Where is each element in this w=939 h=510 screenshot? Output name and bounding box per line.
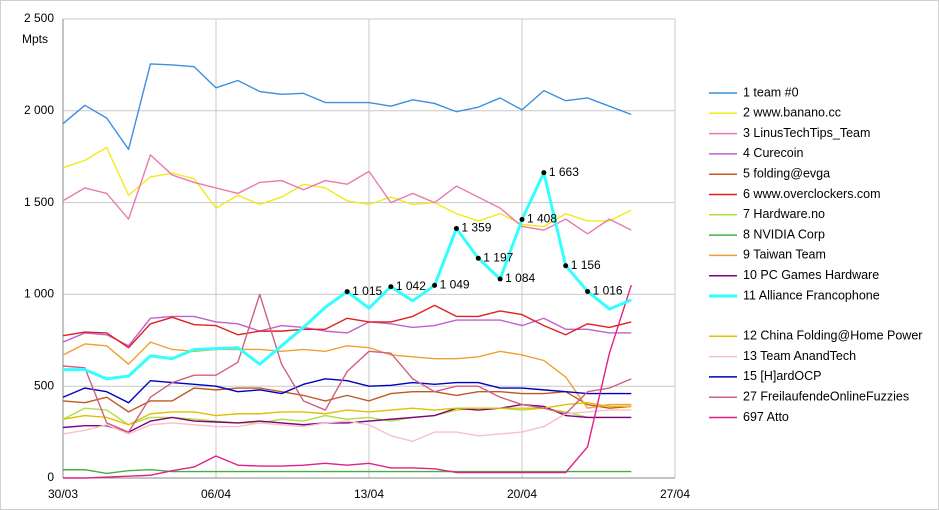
data-point [563,263,569,269]
y-tick-label: 0 [47,470,54,484]
x-tick-label: 30/03 [48,487,78,501]
legend-label: 2 www.banano.cc [743,106,841,120]
data-label: 1 049 [440,278,470,292]
data-label: 1 084 [505,271,535,285]
data-point [453,225,459,231]
series-line [62,402,632,426]
y-tick-label: 2 500 [24,11,54,25]
data-label: 1 016 [593,284,623,298]
data-point [475,255,481,261]
y-tick-label: 500 [34,378,54,392]
legend-label: 13 Team AnandTech [743,349,856,363]
data-point [388,284,394,290]
series-line [62,63,632,151]
series-line [62,403,632,433]
legend-label: 15 [H]ardOCP [743,369,822,383]
series-line [62,154,632,235]
data-label: 1 359 [461,221,491,235]
data-label: 1 408 [527,212,557,226]
x-tick-label: 20/04 [507,487,537,501]
legend-label: 1 team #0 [743,85,799,99]
legend-label: 27 FreilaufendeOnlineFuzzies [743,389,909,403]
series-line [63,469,632,475]
series-line [62,293,632,433]
legend-label: 12 China Folding@Home Power [743,329,922,343]
series-line [62,315,632,347]
data-point [585,288,591,294]
legend-label: 4 Curecoin [743,146,803,160]
series-line [63,285,632,479]
legend-label: 697 Atto [743,410,789,424]
y-tick-label: 2 000 [24,103,54,117]
legend-label: 10 PC Games Hardware [743,268,879,282]
y-axis-label: Mpts [22,32,48,46]
legend-label: 6 www.overclockers.com [743,187,881,201]
data-point [344,289,350,295]
data-point [541,170,547,176]
y-tick-label: 1 000 [24,287,54,301]
data-label: 1 042 [396,279,426,293]
series-line [62,387,632,413]
data-point [519,216,525,222]
y-tick-label: 1 500 [24,195,54,209]
data-point [497,276,503,282]
data-label: 1 197 [483,250,513,264]
x-tick-label: 06/04 [201,487,231,501]
x-tick-label: 27/04 [660,487,690,501]
data-label: 1 156 [571,258,601,272]
x-tick-label: 13/04 [354,487,384,501]
data-label: 1 663 [549,165,579,179]
data-label: 1 015 [352,284,382,298]
legend-label: 5 folding@evga [743,166,830,180]
series-line [62,341,632,409]
legend-label: 11 Alliance Francophone [743,288,880,302]
series-line [62,304,632,349]
legend-label: 3 LinusTechTips_Team [743,126,870,140]
series-line [62,378,632,404]
legend-label: 8 NVIDIA Corp [743,227,825,241]
series-line [62,146,632,228]
legend-label: 9 Taiwan Team [743,248,826,262]
legend-label: 7 Hardware.no [743,207,825,221]
data-point [432,282,438,288]
series-line [62,409,632,442]
